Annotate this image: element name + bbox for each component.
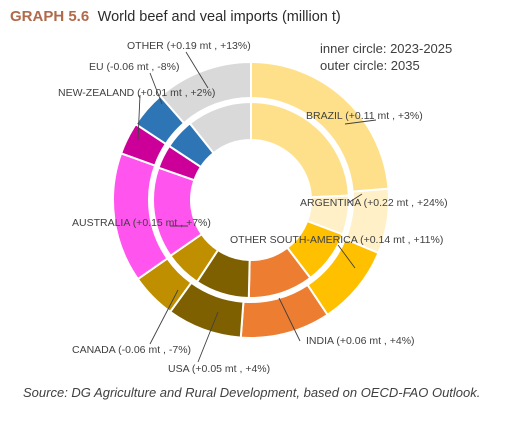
outer-ring: [112, 60, 390, 339]
slice-label-eu: EU (-0.06 mt , -8%): [89, 61, 179, 73]
slice-label-other: OTHER (+0.19 mt , +13%): [127, 40, 251, 52]
inner-ring: [152, 100, 350, 299]
slice-label-brazil: BRAZIL (+0.11 mt , +3%): [306, 110, 423, 122]
source-note: Source: DG Agriculture and Rural Develop…: [23, 385, 481, 400]
leader-line-new-zealand: [137, 94, 141, 141]
slice-labels: BRAZIL (+0.11 mt , +3%) ARGENTINA (+0.22 …: [58, 40, 448, 375]
leader-line-brazil: [344, 119, 377, 125]
chart-title: World beef and veal imports (million t): [97, 9, 341, 25]
leader-line-india: [278, 297, 301, 342]
slice-label-india: INDIA (+0.06 mt , +4%): [306, 335, 415, 347]
slice-label-australia: AUSTRALIA (+0.15 mt , +7%): [72, 217, 211, 229]
leader-lines: [137, 51, 377, 363]
leader-line-argentina: [347, 193, 363, 204]
leader-line-eu: [149, 72, 163, 105]
slice-label-other-south-america: OTHER SOUTH-AMERICA (+0.14 mt , +11%): [230, 234, 443, 246]
outer-slice-other: [158, 60, 252, 125]
graph-number: GRAPH 5.6: [10, 8, 90, 25]
slice-label-argentina: ARGENTINA (+0.22 mt , +24%): [300, 197, 448, 209]
inner-slice-other: [188, 100, 252, 155]
leader-line-canada: [149, 289, 179, 345]
leader-line-other-south-america: [337, 244, 356, 269]
outer-circle-note: outer circle: 2035: [320, 58, 420, 73]
leader-line-usa: [197, 311, 219, 363]
inner-circle-note: inner circle: 2023-2025: [320, 41, 453, 56]
chart-title-row: GRAPH 5.6 World beef and veal imports (m…: [10, 8, 341, 26]
slice-label-usa: USA (+0.05 mt , +4%): [168, 363, 270, 375]
slice-label-new-zealand: NEW-ZEALAND (+0.01 mt , +2%): [58, 87, 215, 99]
leader-line-other: [185, 51, 209, 89]
slice-label-canada: CANADA (-0.06 mt , -7%): [72, 344, 191, 356]
